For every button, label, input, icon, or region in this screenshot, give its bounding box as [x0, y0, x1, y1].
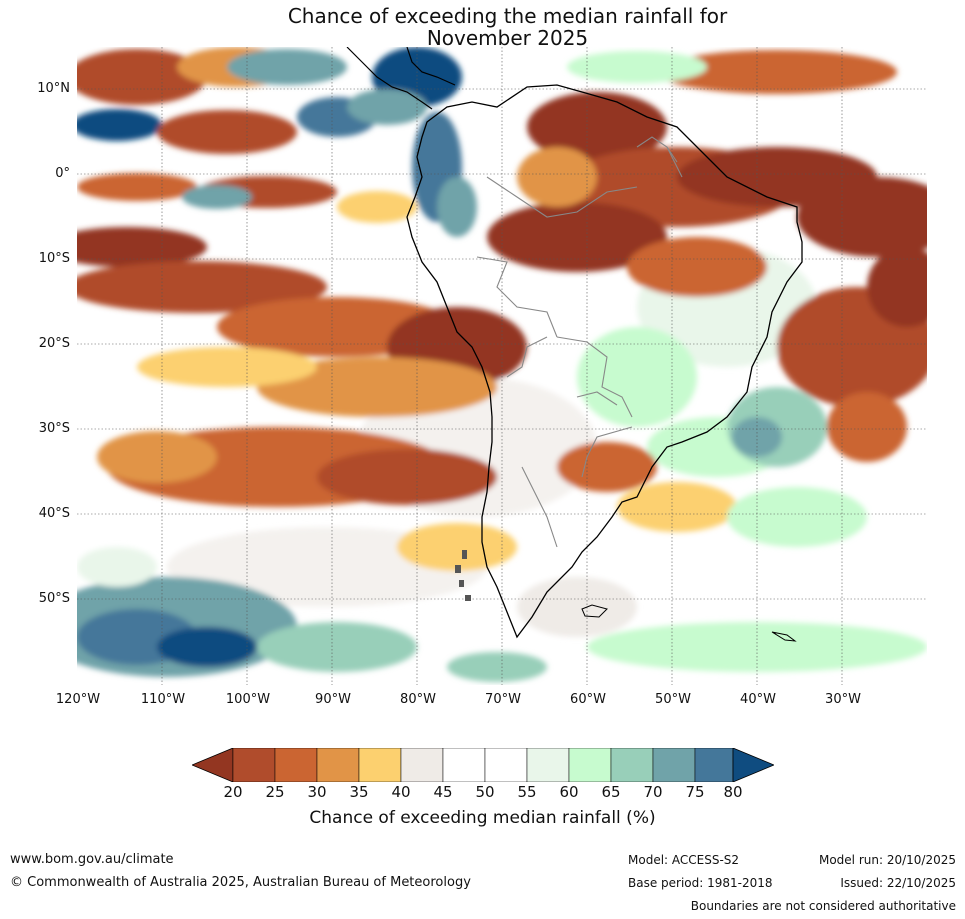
map-title-line-2: November 2025 [426, 26, 589, 50]
colorbar-low-extend [192, 748, 234, 782]
colorbar-segment-30-35 [316, 748, 360, 782]
footer-website: www.bom.gov.au/climate [10, 852, 174, 867]
colorbar-segment-60-65 [568, 748, 612, 782]
footer-model: Model: ACCESS-S2 [628, 853, 740, 867]
chilean-archipelago [455, 550, 471, 601]
footer-disclaimer: Boundaries are not considered authoritat… [690, 899, 956, 913]
colorbar-segment-25-30 [274, 748, 318, 782]
central-america-coastline [346, 47, 456, 110]
lon-label-120w: 120°W [55, 692, 101, 707]
colorbar-tick-65: 65 [601, 783, 621, 801]
lat-label-20s: 20°S [38, 336, 70, 351]
colorbar-tick-55: 55 [517, 783, 537, 801]
lon-label-50w: 50°W [655, 692, 691, 707]
south-america-coastline [406, 84, 803, 639]
lon-label-100w: 100°W [225, 692, 271, 707]
footer-model-run: Model run: 20/10/2025 [818, 853, 956, 867]
footer-issued: Issued: 22/10/2025 [840, 876, 956, 890]
colorbar-tick-40: 40 [391, 783, 411, 801]
colorbar [192, 748, 774, 782]
footer-base-period: Base period: 1981-2018 [628, 876, 773, 890]
colorbar-tick-50: 50 [475, 783, 495, 801]
colorbar-tick-25: 25 [265, 783, 285, 801]
colorbar-high-extend [732, 748, 774, 782]
lat-label-10n: 10°N [37, 81, 70, 96]
colorbar-segment-70-75 [652, 748, 696, 782]
rainfall-probability-map [77, 47, 927, 685]
map-gridlines [77, 47, 927, 685]
lon-label-110w: 110°W [140, 692, 186, 707]
colorbar-segment-65-70 [610, 748, 654, 782]
colorbar-segment-35-40 [358, 748, 402, 782]
falkland-islands [581, 604, 608, 618]
lon-label-70w: 70°W [485, 692, 521, 707]
colorbar-segment-20-25 [232, 748, 276, 782]
lat-label-40s: 40°S [38, 506, 70, 521]
colorbar-segment-40-45 [400, 748, 444, 782]
lat-label-10s: 10°S [38, 251, 70, 266]
lon-label-90w: 90°W [315, 692, 351, 707]
colorbar-tick-60: 60 [559, 783, 579, 801]
colorbar-segment-55-60 [526, 748, 570, 782]
colorbar-tick-75: 75 [685, 783, 705, 801]
lon-label-60w: 60°W [570, 692, 606, 707]
colorbar-tick-45: 45 [433, 783, 453, 801]
colorbar-tick-20: 20 [223, 783, 243, 801]
lon-label-30w: 30°W [825, 692, 861, 707]
map-title-line-1: Chance of exceeding the median rainfall … [287, 4, 728, 28]
lat-label-50s: 50°S [38, 591, 70, 606]
south-georgia [771, 631, 797, 642]
lon-label-80w: 80°W [400, 692, 436, 707]
lon-label-40w: 40°W [740, 692, 776, 707]
colorbar-tick-30: 30 [307, 783, 327, 801]
colorbar-tick-80: 80 [723, 783, 743, 801]
colorbar-segment-75-80 [694, 748, 734, 782]
colorbar-segment-45-50 [442, 748, 486, 782]
map-canvas [77, 47, 927, 685]
colorbar-segment-50-55 [484, 748, 528, 782]
colorbar-label: Chance of exceeding median rainfall (%) [309, 808, 656, 828]
footer-copyright: © Commonwealth of Australia 2025, Austra… [10, 875, 471, 890]
colorbar-tick-70: 70 [643, 783, 663, 801]
lat-label-30s: 30°S [38, 421, 70, 436]
lat-label-0: 0° [55, 166, 70, 181]
country-boundaries [476, 136, 683, 548]
colorbar-tick-35: 35 [349, 783, 369, 801]
